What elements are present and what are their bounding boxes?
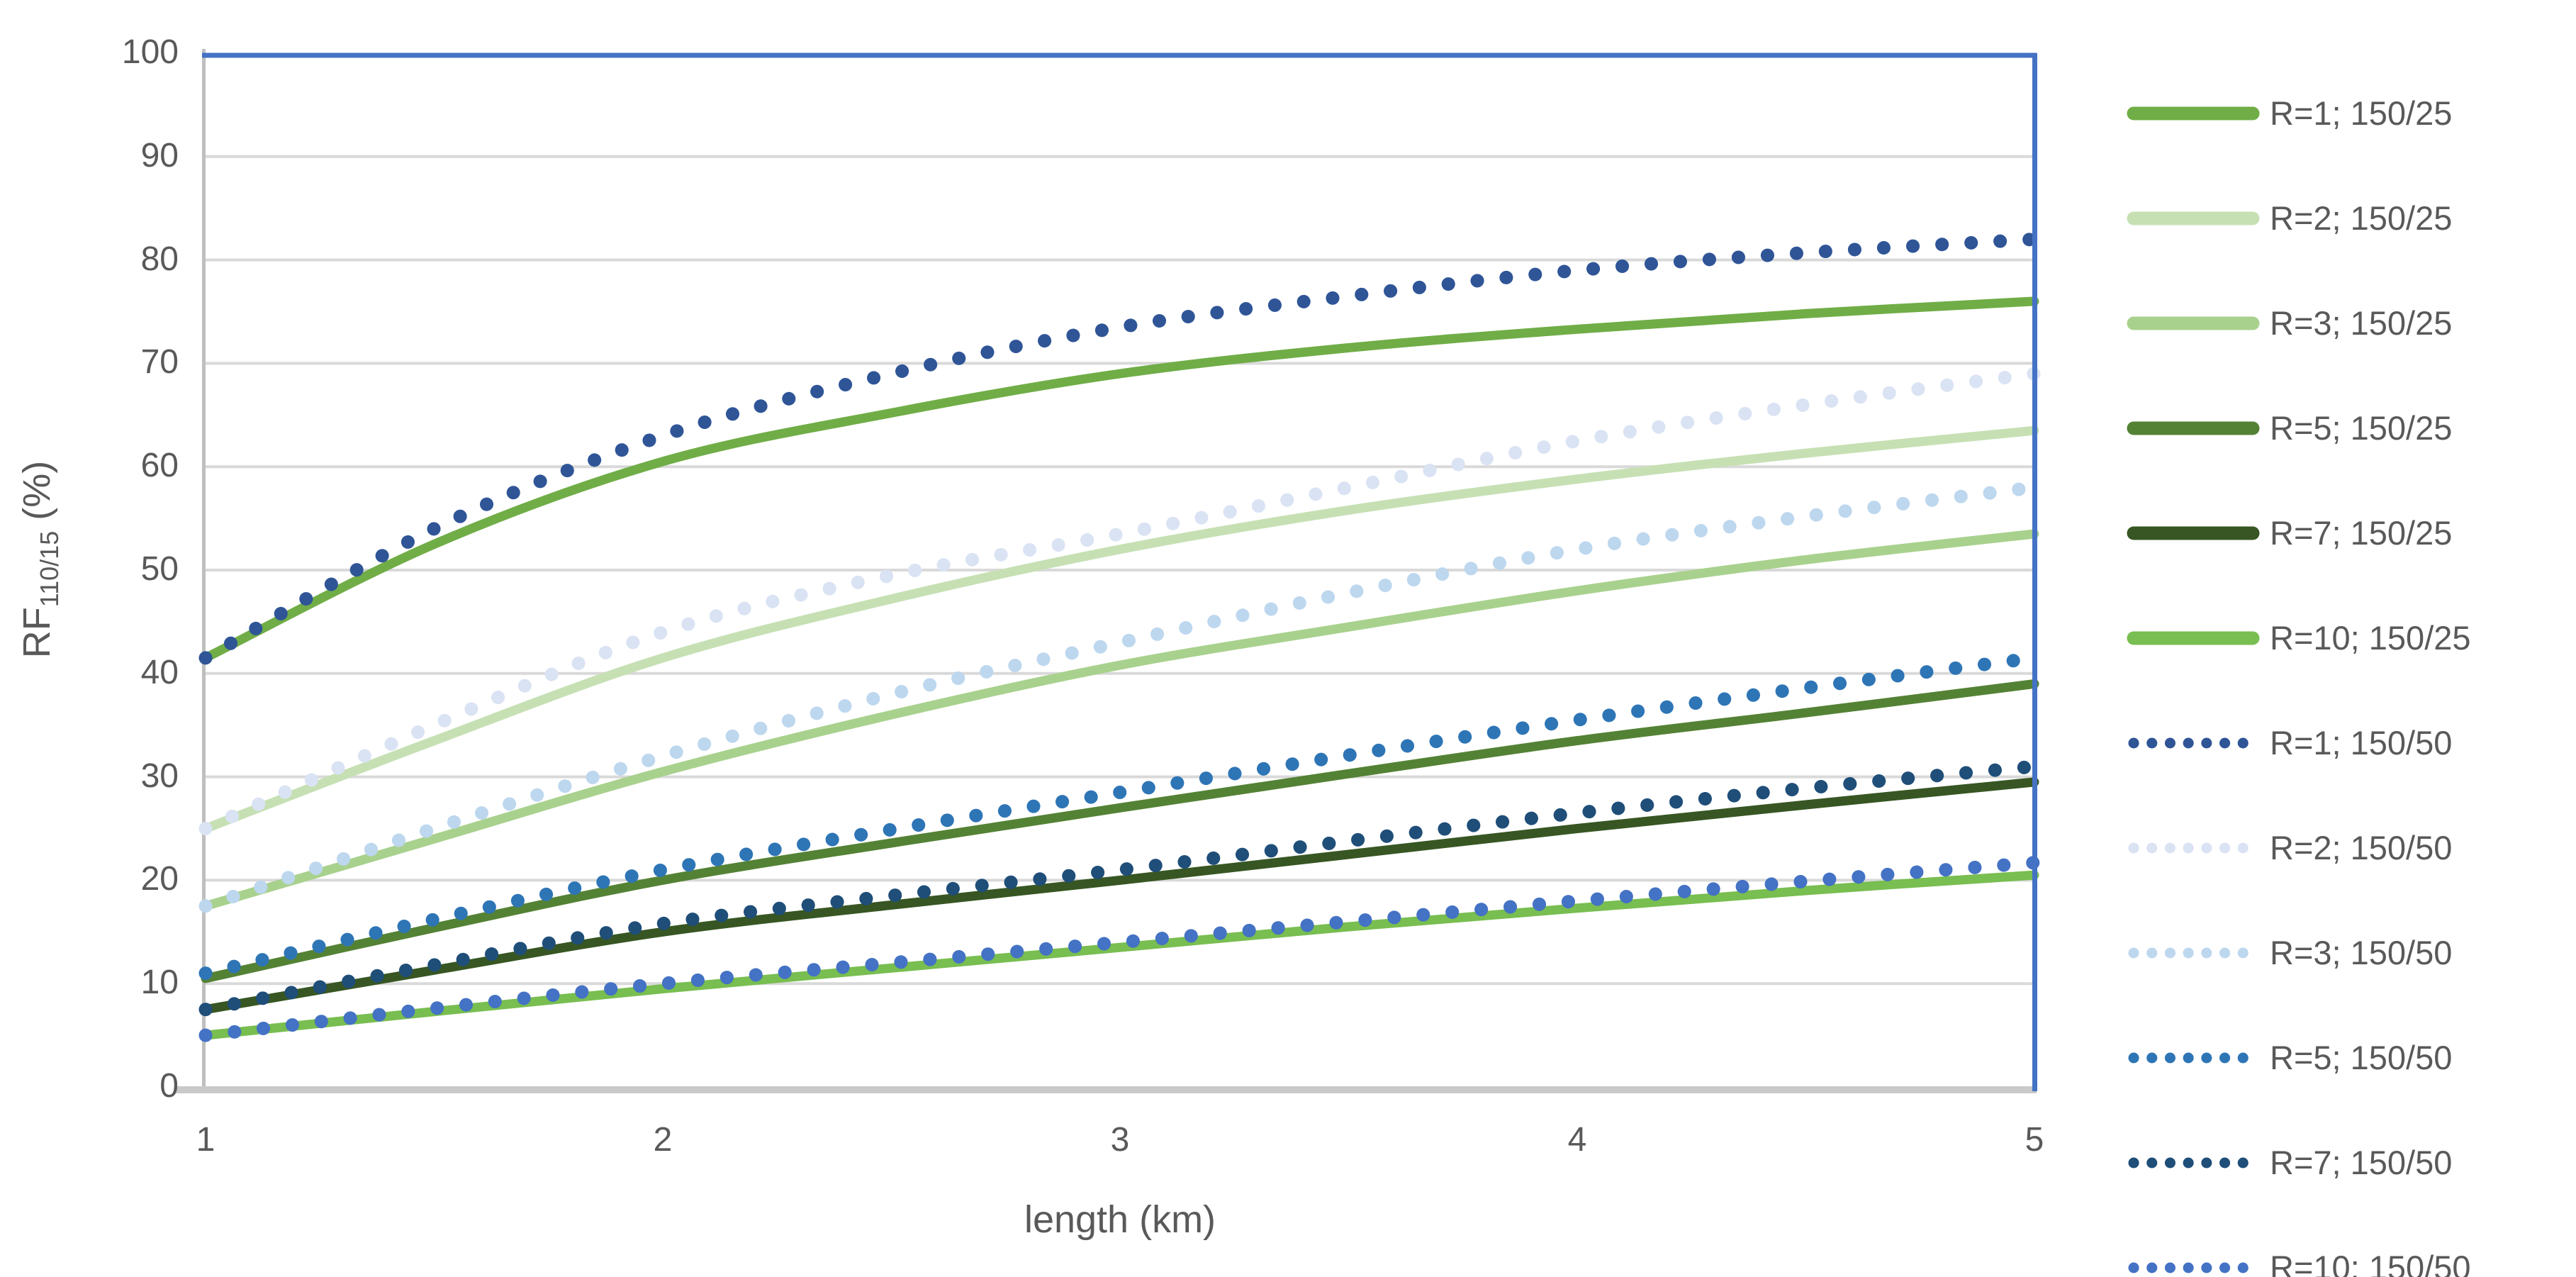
y-tick-label: 0 — [159, 1067, 179, 1105]
legend-label: R=7; 150/25 — [2270, 514, 2453, 552]
series-line-r-10-150-50 — [198, 856, 2042, 1042]
series-line-r-3-150-50 — [198, 480, 2042, 913]
series-line-r-5-150-50 — [198, 651, 2042, 981]
legend-label: R=5; 150/25 — [2270, 409, 2453, 447]
legend-label: R=2; 150/50 — [2270, 829, 2453, 866]
series-line-r-3-150-25 — [201, 529, 2039, 911]
x-tick-label: 1 — [196, 1121, 215, 1159]
x-tick-label: 4 — [1567, 1121, 1587, 1159]
legend-label: R=10; 150/50 — [2270, 1249, 2471, 1277]
legend-label: R=2; 150/25 — [2270, 199, 2453, 237]
legend-label: R=10; 150/25 — [2270, 619, 2471, 657]
y-tick-label: 40 — [140, 653, 179, 691]
y-tick-label: 70 — [140, 343, 179, 381]
y-axis-title-main: RF — [16, 607, 58, 659]
series-line-r-7-150-50 — [198, 759, 2042, 1017]
y-tick-label: 10 — [140, 964, 179, 1002]
legend-label: R=1; 150/25 — [2270, 94, 2453, 132]
series-line-r-2-150-50 — [198, 367, 2042, 835]
x-tick-label: 2 — [653, 1121, 673, 1159]
x-axis-title: length (km) — [1024, 1198, 1216, 1241]
series-line-r-10-150-25 — [201, 870, 2039, 1040]
legend-label: R=1; 150/50 — [2270, 724, 2453, 762]
y-tick-label: 100 — [121, 33, 179, 71]
legend-label: R=5; 150/50 — [2270, 1039, 2453, 1076]
y-tick-label: 20 — [140, 860, 179, 898]
series-line-r-2-150-25 — [201, 425, 2039, 833]
y-tick-label: 50 — [140, 550, 179, 588]
x-tick-label: 5 — [2025, 1121, 2044, 1159]
y-tick-label: 60 — [140, 447, 179, 485]
x-tick-label: 3 — [1110, 1121, 1130, 1159]
y-tick-label: 30 — [140, 757, 179, 795]
series-line-r-7-150-25 — [201, 777, 2039, 1015]
y-tick-label: 80 — [140, 240, 179, 278]
series-line-r-1-150-25 — [201, 296, 2039, 663]
series-line-r-1-150-50 — [198, 232, 2042, 665]
legend-label: R=7; 150/50 — [2270, 1144, 2453, 1181]
legend-label: R=3; 150/25 — [2270, 304, 2453, 342]
legend-label: R=3; 150/50 — [2270, 934, 2453, 971]
series-line-r-5-150-25 — [201, 679, 2039, 983]
y-tick-label: 90 — [140, 136, 179, 174]
